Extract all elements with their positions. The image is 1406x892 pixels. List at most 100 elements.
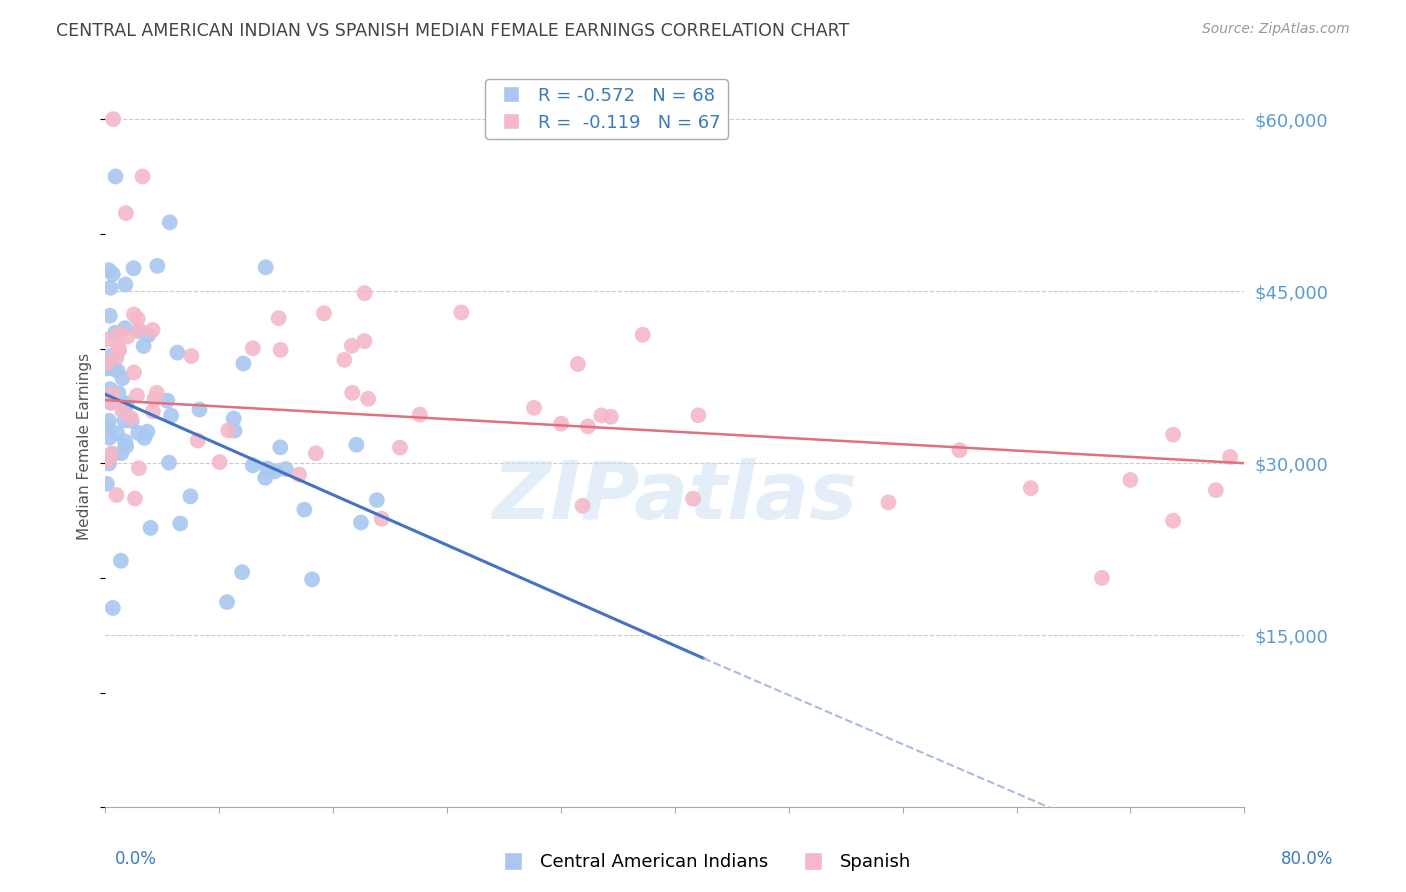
- Text: ZIPatlas: ZIPatlas: [492, 458, 858, 535]
- Point: [100, 281, 122, 295]
- Point: [122, 366, 145, 380]
- Point: [292, 502, 315, 516]
- Point: [134, 431, 156, 445]
- Point: [125, 388, 148, 402]
- Point: [166, 345, 188, 359]
- Point: [115, 439, 138, 453]
- Point: [101, 601, 124, 615]
- Point: [108, 326, 131, 341]
- Point: [96, 419, 118, 434]
- Point: [270, 343, 292, 357]
- Point: [115, 206, 138, 220]
- Point: [101, 447, 124, 461]
- Point: [96, 356, 118, 370]
- Point: [357, 392, 380, 406]
- Point: [877, 495, 900, 509]
- Point: [96, 453, 118, 467]
- Point: [948, 443, 970, 458]
- Point: [127, 311, 149, 326]
- Point: [187, 434, 209, 448]
- Point: [107, 386, 129, 401]
- Point: [409, 408, 432, 422]
- Point: [169, 516, 191, 531]
- Point: [215, 595, 238, 609]
- Point: [188, 402, 211, 417]
- Point: [1205, 483, 1227, 497]
- Point: [217, 424, 239, 438]
- Point: [1219, 450, 1241, 464]
- Point: [224, 424, 246, 438]
- Point: [599, 409, 621, 424]
- Point: [131, 169, 153, 184]
- Point: [100, 349, 122, 363]
- Point: [138, 328, 160, 343]
- Point: [143, 392, 166, 407]
- Y-axis label: Median Female Earnings: Median Female Earnings: [77, 352, 93, 540]
- Point: [136, 425, 159, 439]
- Point: [104, 326, 127, 340]
- Point: [1119, 473, 1142, 487]
- Point: [98, 382, 121, 396]
- Point: [120, 411, 142, 425]
- Point: [101, 112, 124, 127]
- Point: [105, 488, 128, 502]
- Point: [100, 446, 122, 460]
- Point: [139, 521, 162, 535]
- Point: [98, 414, 121, 428]
- Point: [110, 554, 132, 568]
- Point: [254, 260, 277, 275]
- Point: [269, 440, 291, 454]
- Point: [159, 215, 181, 229]
- Point: [132, 339, 155, 353]
- Point: [110, 446, 132, 460]
- Point: [550, 417, 572, 431]
- Point: [96, 333, 118, 347]
- Point: [98, 456, 121, 470]
- Point: [1019, 481, 1042, 495]
- Point: [111, 371, 134, 385]
- Legend: Central American Indians, Spanish: Central American Indians, Spanish: [488, 847, 918, 879]
- Point: [274, 462, 297, 476]
- Point: [111, 403, 134, 417]
- Point: [146, 386, 169, 401]
- Point: [682, 491, 704, 506]
- Point: [122, 307, 145, 321]
- Point: [146, 259, 169, 273]
- Point: [128, 323, 150, 337]
- Point: [208, 455, 231, 469]
- Point: [312, 306, 335, 320]
- Text: Source: ZipAtlas.com: Source: ZipAtlas.com: [1202, 22, 1350, 37]
- Point: [264, 464, 287, 478]
- Point: [370, 511, 392, 525]
- Point: [107, 341, 129, 355]
- Point: [571, 499, 593, 513]
- Point: [160, 409, 183, 423]
- Point: [1161, 514, 1184, 528]
- Point: [114, 399, 136, 413]
- Point: [96, 359, 118, 374]
- Point: [344, 438, 367, 452]
- Point: [340, 339, 363, 353]
- Text: 80.0%: 80.0%: [1281, 850, 1333, 868]
- Point: [105, 426, 128, 441]
- Point: [256, 461, 278, 475]
- Point: [117, 329, 139, 343]
- Text: CENTRAL AMERICAN INDIAN VS SPANISH MEDIAN FEMALE EARNINGS CORRELATION CHART: CENTRAL AMERICAN INDIAN VS SPANISH MEDIA…: [56, 22, 849, 40]
- Point: [450, 305, 472, 319]
- Point: [342, 385, 364, 400]
- Point: [101, 387, 124, 401]
- Point: [1091, 571, 1114, 585]
- Point: [688, 409, 710, 423]
- Point: [222, 411, 245, 425]
- Point: [242, 341, 264, 355]
- Point: [98, 395, 121, 409]
- Point: [96, 361, 118, 376]
- Point: [591, 409, 613, 423]
- Point: [96, 476, 118, 491]
- Point: [127, 425, 149, 440]
- Point: [333, 352, 356, 367]
- Point: [231, 565, 253, 579]
- Point: [301, 573, 323, 587]
- Point: [179, 489, 201, 503]
- Point: [115, 396, 138, 410]
